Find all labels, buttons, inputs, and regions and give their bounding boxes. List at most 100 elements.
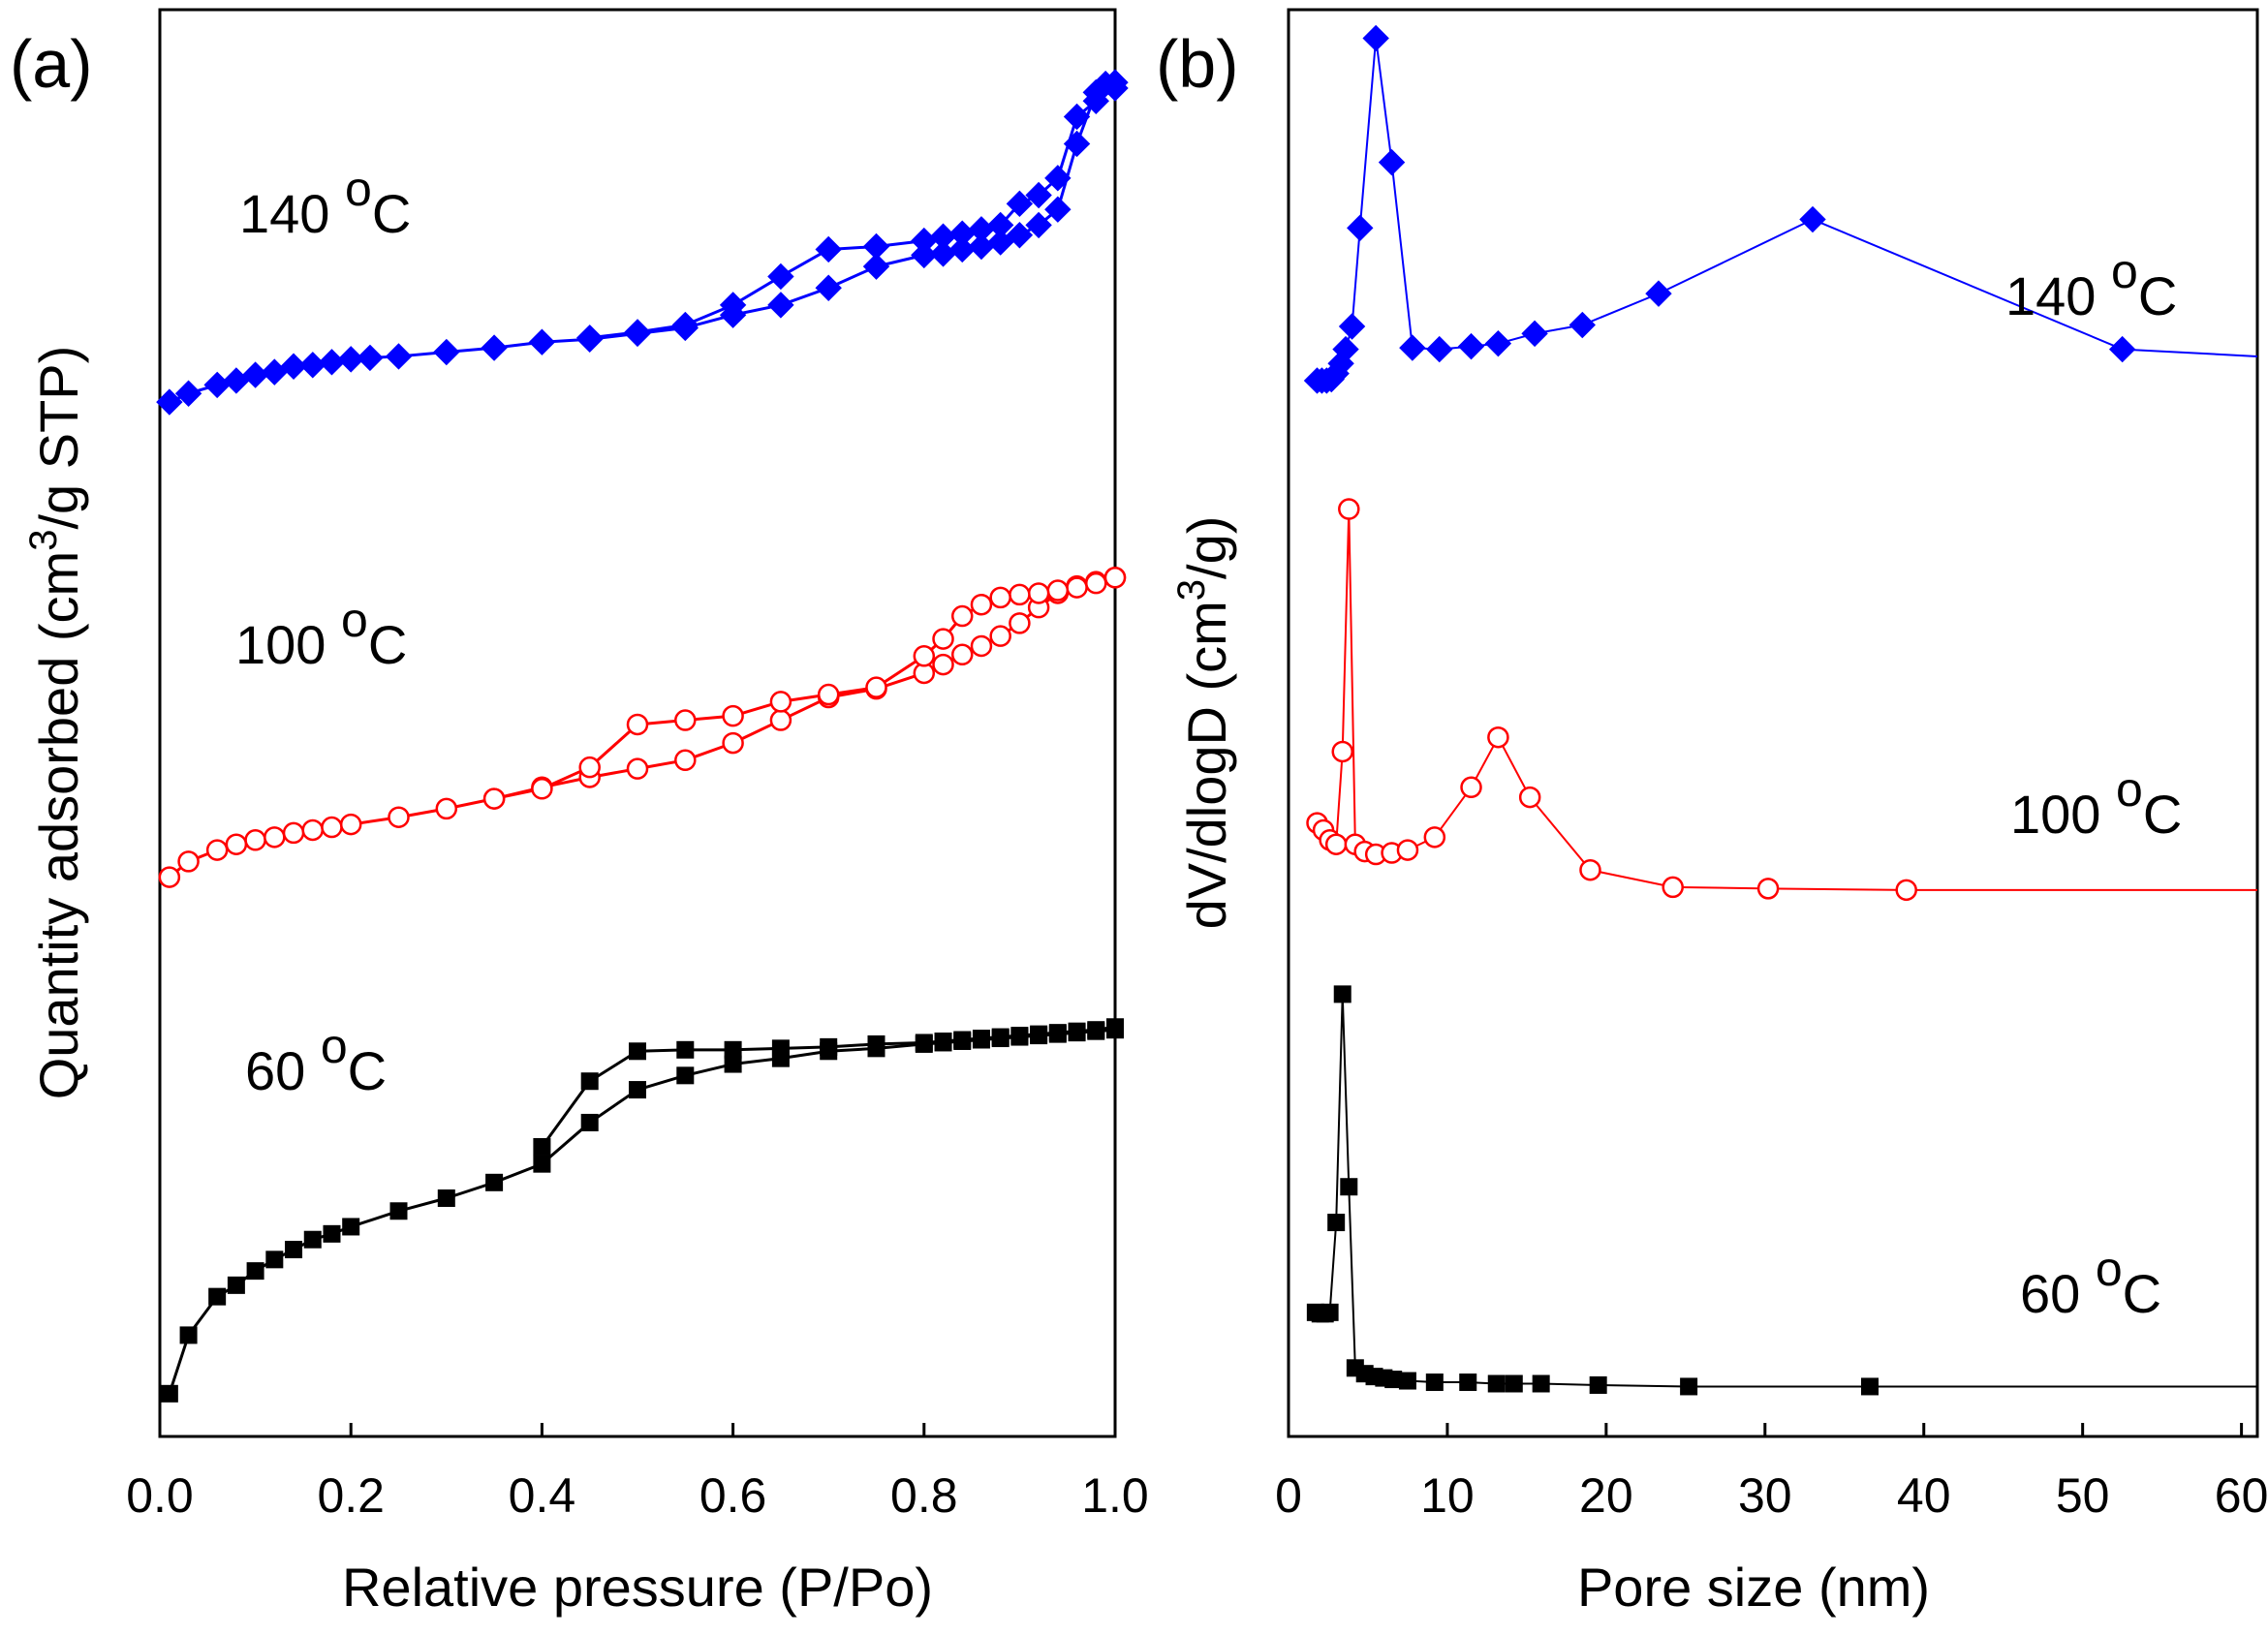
series-label-100-a: 100 oC [235,593,407,675]
x-tick-label: 0.4 [509,1468,576,1523]
data-point [1426,335,1453,363]
plot-frame-a [158,8,1117,1438]
x-tick-label: 60 [2215,1468,2268,1523]
data-point [932,653,954,676]
x-tick-label: 50 [2056,1468,2110,1523]
data-point [911,227,938,255]
data-point [1680,1377,1698,1396]
data-point [1324,833,1348,855]
data-point [1044,196,1072,223]
data-point [1532,1374,1550,1393]
data-point [950,643,974,666]
data-point [986,229,1014,256]
data-point [1087,1021,1105,1039]
series-s60-isotherm [160,1018,1124,1403]
data-point [1521,320,1548,348]
data-point [948,220,976,247]
data-point [1384,1371,1403,1389]
data-point [1085,571,1107,595]
data-point [323,1224,341,1243]
data-point [1103,567,1127,589]
distribution-line [1317,37,2258,382]
data-point [1027,582,1050,604]
x-tick-label: 0.2 [317,1468,385,1523]
data-point [301,818,325,842]
data-point [1010,1027,1029,1045]
data-point [1398,1372,1416,1390]
data-point [482,787,506,810]
data-point [1044,165,1072,192]
data-point [724,1040,742,1059]
x-axis-label-b: Pore size (nm) [1577,1557,1930,1618]
data-point [1331,740,1353,763]
data-point [1082,87,1109,114]
data-point [575,324,604,352]
data-point [303,1230,322,1249]
data-point [1068,1022,1086,1040]
panel-a-label: (a) [10,26,93,102]
data-point [817,683,840,706]
series-s140-distribution [1303,24,2258,394]
data-point [719,292,747,319]
data-point [1362,24,1389,52]
data-point [531,778,553,800]
data-point [1327,1214,1346,1232]
series-s100-distribution [1306,498,2257,902]
data-point [177,850,200,873]
x-axis-ticks: 0.0 0.2 0.4 0.6 0.8 1.0 [126,1423,1149,1523]
data-point [437,1189,455,1208]
data-point [1006,190,1034,218]
data-point [321,816,343,839]
data-point [1048,1024,1067,1042]
x-tick-label: 10 [1420,1468,1475,1523]
data-point [533,1137,551,1156]
data-point [1756,878,1780,900]
desorption-line [589,86,1116,340]
data-point [862,253,890,280]
data-point [769,709,792,731]
data-point [528,328,556,355]
data-point [264,826,286,849]
y-axis-label-b: dV/dlogD (cm3/g) [1170,516,1237,930]
x-tick-label: 0.0 [126,1468,194,1523]
data-point [244,829,266,851]
data-point [1102,75,1129,102]
data-point [357,344,384,372]
isotherm-panel: (a) 0.0 0.2 0.4 0.6 0.8 1.0 Relative pressure… [10,8,1149,1618]
data-point [265,1250,284,1269]
data-point [722,731,744,755]
data-point [674,749,697,772]
data-point [1046,579,1070,602]
data-point [1589,1375,1607,1394]
x-tick-label: 0.8 [890,1468,958,1523]
data-point [282,821,305,845]
data-point [1338,313,1366,340]
data-point [1645,280,1672,307]
data-point [1006,222,1034,249]
data-point [1333,985,1351,1003]
data-point [1459,1374,1477,1392]
data-point [722,704,744,727]
series-s60-distribution [1306,985,2257,1396]
data-point [1340,1178,1358,1196]
data-point [246,1262,264,1281]
data-point [724,1055,742,1073]
data-point [1332,335,1359,363]
data-point [208,1287,227,1306]
x-tick-label: 0.6 [699,1468,767,1523]
data-point [1457,332,1485,360]
data-point [1025,211,1052,239]
data-point [203,371,231,399]
data-point [1009,583,1031,606]
data-point [769,691,792,713]
data-point [676,1040,695,1059]
data-point [227,1276,245,1294]
data-point [1106,1018,1124,1036]
data-point [970,634,993,658]
data-point [205,839,229,861]
data-point [991,1028,1010,1046]
data-point [629,1081,646,1099]
data-point [1425,1374,1444,1392]
data-point [2108,335,2136,363]
data-point [674,709,697,731]
